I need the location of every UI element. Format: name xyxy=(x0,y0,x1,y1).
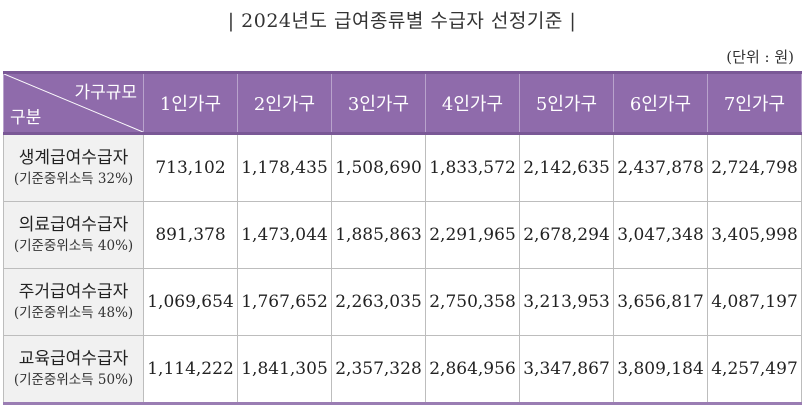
table-cell: 1,767,652 xyxy=(237,268,332,336)
table-cell: 2,291,965 xyxy=(425,201,520,269)
table-cell: 2,864,956 xyxy=(425,335,520,405)
column-header: 5인가구 xyxy=(519,71,614,135)
table-cell: 3,405,998 xyxy=(707,201,802,269)
column-header: 4인가구 xyxy=(425,71,520,135)
row-header-name: 생계급여수급자 xyxy=(18,148,129,169)
table-cell: 2,437,878 xyxy=(613,133,708,202)
row-header-cell: 의료급여수급자 (기준중위소득 40%) xyxy=(3,201,144,269)
table-cell: 3,809,184 xyxy=(613,335,708,405)
benefit-criteria-table: 가구규모 구분 1인가구 2인가구 3인가구 4인가구 5인가구 6인가구 7인… xyxy=(3,71,802,405)
table-cell: 3,656,817 xyxy=(613,268,708,336)
table-cell: 1,508,690 xyxy=(331,133,426,202)
row-header-name: 주거급여수급자 xyxy=(18,282,129,303)
header-row: 가구규모 구분 1인가구 2인가구 3인가구 4인가구 5인가구 6인가구 7인… xyxy=(3,71,802,135)
table-cell: 1,069,654 xyxy=(143,268,238,336)
table-cell: 1,885,863 xyxy=(331,201,426,269)
diagonal-divider xyxy=(4,74,143,132)
table-cell: 2,678,294 xyxy=(519,201,614,269)
row-header-criteria: (기준중위소득 48%) xyxy=(13,305,134,322)
table-cell: 1,114,222 xyxy=(143,335,238,405)
table-cell: 3,347,867 xyxy=(519,335,614,405)
row-header-cell: 생계급여수급자 (기준중위소득 32%) xyxy=(3,133,144,202)
table-cell: 2,142,635 xyxy=(519,133,614,202)
table-cell: 4,257,497 xyxy=(707,335,802,405)
column-header: 3인가구 xyxy=(331,71,426,135)
column-header: 1인가구 xyxy=(143,71,238,135)
table-cell: 2,724,798 xyxy=(707,133,802,202)
table-row: 교육급여수급자 (기준중위소득 50%) 1,114,222 1,841,305… xyxy=(3,335,802,405)
household-size-label: 가구규모 xyxy=(74,83,137,103)
table-cell: 1,178,435 xyxy=(237,133,332,202)
row-header-cell: 주거급여수급자 (기준중위소득 48%) xyxy=(3,268,144,336)
column-header: 7인가구 xyxy=(707,71,802,135)
table-cell: 3,047,348 xyxy=(613,201,708,269)
table-cell: 1,841,305 xyxy=(237,335,332,405)
table-cell: 2,357,328 xyxy=(331,335,426,405)
category-label: 구분 xyxy=(10,108,42,128)
column-header: 2인가구 xyxy=(237,71,332,135)
table-cell: 4,087,197 xyxy=(707,268,802,336)
table-cell: 1,833,572 xyxy=(425,133,520,202)
row-header-criteria: (기준중위소득 50%) xyxy=(13,372,134,389)
document-title: | 2024년도 급여종류별 수급자 선정기준 | xyxy=(227,10,577,32)
row-header-name: 의료급여수급자 xyxy=(18,215,129,236)
table-cell: 2,263,035 xyxy=(331,268,426,336)
table-row: 생계급여수급자 (기준중위소득 32%) 713,102 1,178,435 1… xyxy=(3,133,802,202)
table-cell: 3,213,953 xyxy=(519,268,614,336)
table-row: 주거급여수급자 (기준중위소득 48%) 1,069,654 1,767,652… xyxy=(3,268,802,336)
table-cell: 891,378 xyxy=(143,201,238,269)
row-header-name: 교육급여수급자 xyxy=(18,349,129,370)
table-cell: 2,750,358 xyxy=(425,268,520,336)
table-row: 의료급여수급자 (기준중위소득 40%) 891,378 1,473,044 1… xyxy=(3,201,802,269)
row-header-cell: 교육급여수급자 (기준중위소득 50%) xyxy=(3,335,144,405)
row-header-criteria: (기준중위소득 40%) xyxy=(13,238,134,255)
table-cell: 1,473,044 xyxy=(237,201,332,269)
unit-note: (단위 : 원) xyxy=(726,48,794,66)
column-header: 6인가구 xyxy=(613,71,708,135)
corner-header-cell: 가구규모 구분 xyxy=(3,71,144,135)
row-header-criteria: (기준중위소득 32%) xyxy=(13,171,134,188)
table-cell: 713,102 xyxy=(143,133,238,202)
